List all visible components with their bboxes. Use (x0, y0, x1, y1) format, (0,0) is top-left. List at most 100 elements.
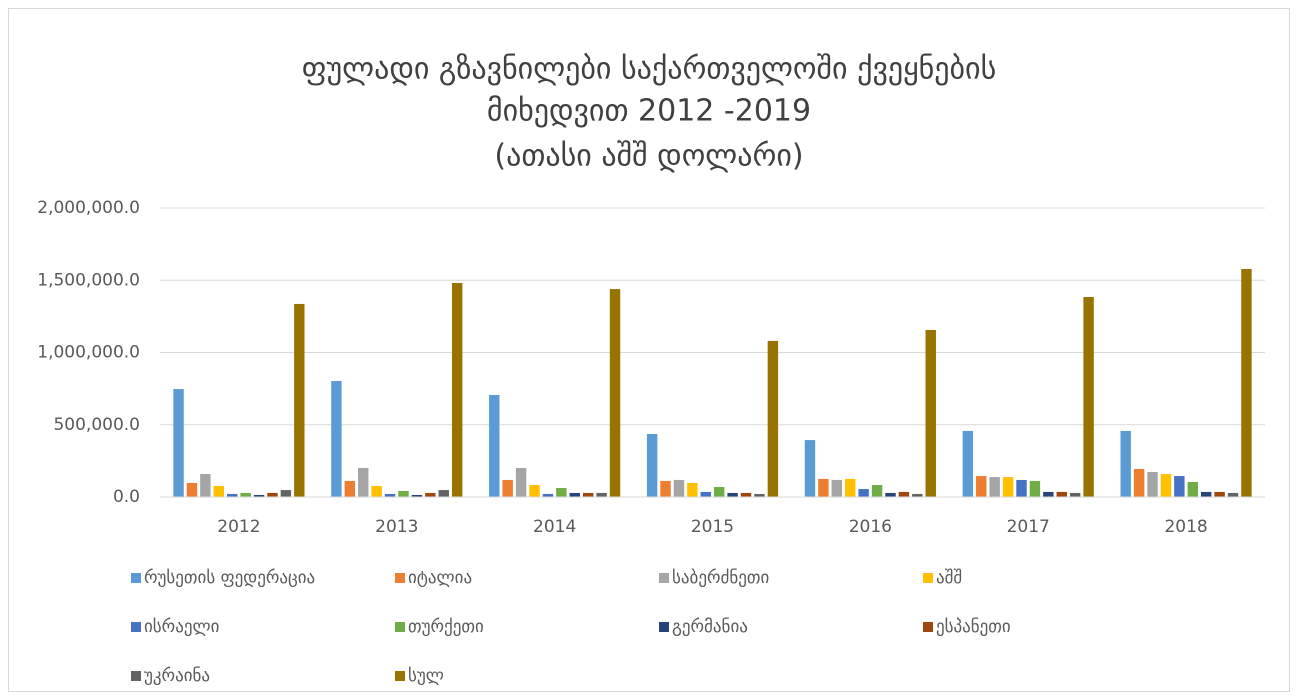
bar (646, 433, 658, 497)
bar (1043, 491, 1054, 497)
bar (502, 479, 513, 497)
y-tick-label: 2,000,000.0 (37, 198, 140, 218)
legend-label: გერმანია (672, 617, 748, 637)
bar (1227, 492, 1239, 497)
x-tick-label: 2013 (375, 517, 418, 537)
bar (767, 340, 779, 497)
legend-label: რუსეთის ფედერაცია (144, 568, 315, 588)
bar (200, 474, 211, 497)
x-tick-label: 2017 (1007, 517, 1050, 537)
y-tick-label: 1,000,000.0 (37, 343, 140, 363)
bar (1016, 479, 1027, 497)
chart-border (8, 8, 1290, 692)
bar (858, 489, 869, 497)
bar (727, 492, 738, 497)
y-tick-label: 1,500,000.0 (37, 270, 140, 290)
bar (700, 491, 712, 497)
legend-swatch (131, 573, 141, 583)
bar (660, 480, 671, 497)
x-tick-label: 2016 (849, 517, 892, 537)
legend-swatch (923, 573, 933, 583)
legend-swatch (923, 622, 933, 632)
bar (871, 485, 883, 497)
legend-label: თურქეთი (408, 617, 484, 637)
bar (438, 490, 449, 497)
legend-label: საბერძნეთი (672, 568, 769, 588)
bar (371, 486, 382, 497)
bar (425, 492, 436, 497)
bar (596, 492, 607, 497)
x-tick-label: 2014 (533, 517, 576, 537)
bar (898, 491, 910, 497)
bar (569, 492, 580, 497)
bar (529, 485, 540, 497)
bar (1056, 491, 1067, 497)
bar (713, 487, 725, 497)
bar (1241, 268, 1252, 497)
bar (542, 493, 554, 497)
legend-label: იტალია (408, 568, 472, 588)
legend-swatch (395, 671, 405, 681)
bar (331, 380, 342, 497)
bar (925, 329, 936, 497)
bar (673, 479, 685, 497)
x-tick-label: 2018 (1164, 517, 1207, 537)
bar (227, 493, 238, 497)
bar (384, 493, 396, 497)
y-tick-label: 0.0 (113, 487, 140, 507)
legend-swatch (131, 671, 141, 681)
x-tick-label: 2015 (691, 517, 734, 537)
bar (818, 478, 829, 497)
bar (1187, 481, 1198, 497)
legend-swatch (659, 622, 669, 632)
bar (885, 492, 896, 497)
bar (1083, 297, 1094, 497)
legend-swatch (395, 573, 405, 583)
bar (1133, 468, 1145, 497)
bar (1029, 480, 1041, 497)
bar (489, 394, 500, 497)
bar (253, 494, 265, 497)
bar (1160, 474, 1172, 497)
bar (754, 493, 765, 497)
bar (267, 492, 278, 497)
bar (609, 289, 621, 497)
legend-swatch (659, 573, 669, 583)
bar (1147, 472, 1158, 497)
bar (976, 476, 987, 497)
bar (804, 440, 816, 497)
chart-title: ფულადი გზავნილები საქართველოში ქვეყნების (302, 52, 997, 87)
bar (173, 389, 184, 497)
bar (294, 303, 305, 497)
legend-label: სულ (408, 666, 444, 686)
bar (240, 492, 251, 497)
bar (582, 492, 594, 497)
bar (687, 482, 698, 497)
bar (845, 478, 856, 497)
bar (912, 493, 923, 497)
bar (186, 482, 198, 497)
legend-label: უკრაინა (144, 666, 210, 686)
bar (831, 479, 843, 497)
x-tick-label: 2012 (217, 517, 260, 537)
bar (213, 486, 225, 497)
bar (1214, 491, 1225, 497)
bar (280, 490, 292, 497)
bar (1002, 477, 1014, 497)
bar (1200, 491, 1212, 497)
y-tick-label: 500,000.0 (53, 415, 140, 435)
bar (1120, 430, 1131, 497)
bar (740, 492, 752, 497)
legend-label: აშშ (936, 568, 962, 588)
legend-swatch (395, 622, 405, 632)
bar (1069, 492, 1081, 497)
bar (962, 430, 974, 497)
bar (344, 480, 356, 497)
bar (411, 494, 423, 497)
bar (515, 467, 527, 497)
bar (989, 477, 1000, 497)
legend-swatch (131, 622, 141, 632)
bar (556, 488, 567, 497)
bar (398, 490, 409, 497)
